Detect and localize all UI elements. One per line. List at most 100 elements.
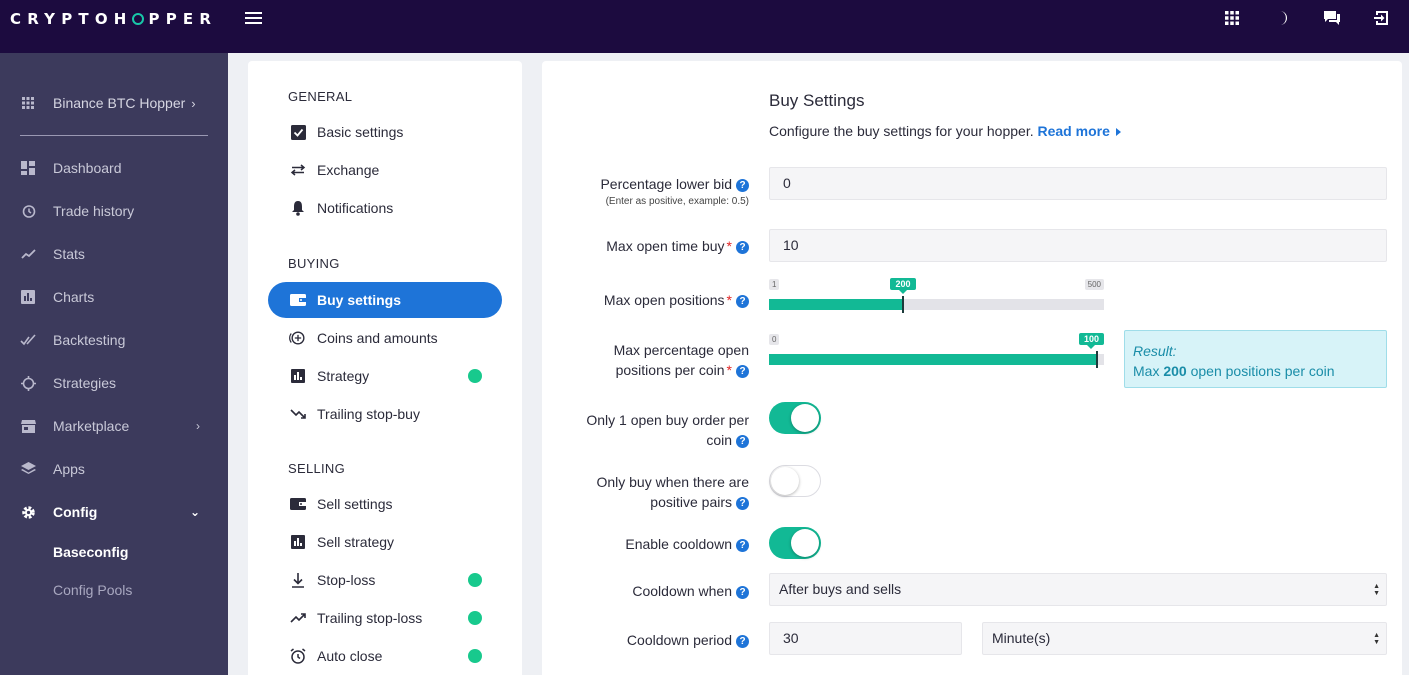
cooldown-when-select[interactable]: After buys and sells ▲ ▼ [769,573,1387,606]
pct-lower-bid-input[interactable]: 0 [769,167,1387,200]
status-dot [468,573,482,587]
menu-item-trailing-stop-loss[interactable]: Trailing stop-loss [268,600,502,636]
menu-item-notifications[interactable]: Notifications [268,190,502,226]
cooldown-label: Enable cooldown? [625,534,749,554]
max-pct-slider[interactable]: 0 100 [769,333,1104,374]
hopper-name: Binance BTC Hopper [53,95,186,111]
sidebar-item-marketplace[interactable]: Marketplace › [20,415,208,437]
only-one-order-toggle[interactable] [769,402,821,434]
sidebar-item-charts[interactable]: Charts [20,286,208,308]
menu-item-auto-close[interactable]: Auto close [268,638,502,674]
help-icon[interactable]: ? [736,539,749,552]
select-arrows-icon: ▲ ▼ [1373,583,1380,597]
swap-arrows-icon [289,161,307,179]
slider-value: 200 [890,278,916,294]
top-bar: CRYPTOH PPER [0,0,1409,53]
help-icon[interactable]: ? [736,497,749,510]
menu-section-buying: BUYING [288,256,340,271]
chart-icon [289,533,307,551]
help-icon[interactable]: ? [736,241,749,254]
page-title: Buy Settings [769,91,865,110]
help-icon[interactable]: ? [736,365,749,378]
logout-icon[interactable] [1373,9,1391,27]
sidebar-item-stats[interactable]: Stats [20,243,208,265]
plus-circle-icon [289,329,307,347]
hamburger-menu-icon[interactable] [245,12,262,26]
gear-icon [20,504,36,520]
chevron-right-icon: › [191,95,196,111]
grid-icon [20,95,36,111]
sidebar-item-strategies[interactable]: Strategies [20,372,208,394]
cooldown-period-label: Cooldown period? [627,630,749,650]
cooldown-period-input[interactable]: 30 [769,622,962,655]
sidebar-item-backtesting[interactable]: Backtesting [20,329,208,351]
max-open-time-label: Max open time buy *? [606,236,749,256]
caret-right-icon [1115,128,1121,136]
settings-menu: GENERAL Basic settings Exchange Notifica… [248,61,522,675]
chevron-right-icon: › [196,419,200,433]
result-box: Result: Max 200 open positions per coin [1124,330,1387,388]
chevron-down-icon: ⌄ [189,505,200,519]
wallet-icon [289,495,307,513]
menu-item-coins-and-amounts[interactable]: Coins and amounts [268,320,502,356]
read-more-link[interactable]: Read more [1037,123,1110,139]
cooldown-unit-select[interactable]: Minute(s) ▲ ▼ [982,622,1387,655]
trend-down-icon [289,405,307,423]
buy-settings-panel: Buy Settings Configure the buy settings … [542,61,1402,675]
chart-icon [289,367,307,385]
history-icon [20,203,36,219]
sidebar-item-trade-history[interactable]: Trade history [20,200,208,222]
menu-item-strategy[interactable]: Strategy [268,358,502,394]
backtest-icon [20,332,36,348]
status-dot [468,611,482,625]
menu-section-selling: SELLING [288,461,346,476]
help-icon[interactable]: ? [736,295,749,308]
cooldown-when-label: Cooldown when? [632,581,749,601]
status-dot [468,369,482,383]
dashboard-icon [20,160,36,176]
slider-handle[interactable] [1096,351,1098,368]
divider [20,135,208,136]
help-icon[interactable]: ? [736,179,749,192]
only-one-order-label: Only 1 open buy order per coin? [586,412,749,448]
slider-value: 100 [1078,333,1104,349]
sidebar: Binance BTC Hopper › Dashboard Trade his… [0,53,228,675]
slider-min: 0 [769,334,780,345]
max-open-positions-slider[interactable]: 1 500 200 [769,278,1104,319]
sidebar-subitem-config-pools[interactable]: Config Pools [53,582,133,598]
chat-icon[interactable] [1323,9,1341,27]
slider-fill [769,299,903,310]
menu-item-sell-strategy[interactable]: Sell strategy [268,524,502,560]
slider-handle[interactable] [902,296,904,313]
store-icon [20,418,36,434]
positive-pairs-toggle[interactable] [769,465,821,497]
hopper-selector[interactable]: Binance BTC Hopper › [20,95,196,111]
sidebar-item-config[interactable]: Config ⌄ [20,501,208,523]
pct-lower-bid-label: Percentage lower bid? (Enter as positive… [600,176,749,207]
menu-item-buy-settings[interactable]: Buy settings [268,282,502,318]
arrow-down-icon [289,571,307,589]
menu-item-stop-loss[interactable]: Stop-loss [268,562,502,598]
sidebar-item-apps[interactable]: Apps [20,458,208,480]
checkbox-icon [289,123,307,141]
strategies-icon [20,375,36,391]
help-icon[interactable]: ? [736,586,749,599]
slider-track [769,299,1104,310]
sidebar-item-dashboard[interactable]: Dashboard [20,157,208,179]
cooldown-toggle[interactable] [769,527,821,559]
logo[interactable]: CRYPTOH PPER [10,10,218,28]
slider-min: 1 [769,279,780,290]
max-pct-label: Max percentage open positions per coin *? [613,342,749,378]
slider-max: 500 [1084,279,1104,290]
apps-grid-icon[interactable] [1223,9,1241,27]
max-open-time-input[interactable]: 10 [769,229,1387,262]
wallet-icon [289,291,307,309]
menu-item-exchange[interactable]: Exchange [268,152,502,188]
menu-item-trailing-stop-buy[interactable]: Trailing stop-buy [268,396,502,432]
sidebar-subitem-baseconfig[interactable]: Baseconfig [53,544,129,560]
help-icon[interactable]: ? [736,435,749,448]
help-icon[interactable]: ? [736,635,749,648]
menu-item-basic-settings[interactable]: Basic settings [268,114,502,150]
moon-icon[interactable] [1273,9,1291,27]
menu-item-sell-settings[interactable]: Sell settings [268,486,502,522]
